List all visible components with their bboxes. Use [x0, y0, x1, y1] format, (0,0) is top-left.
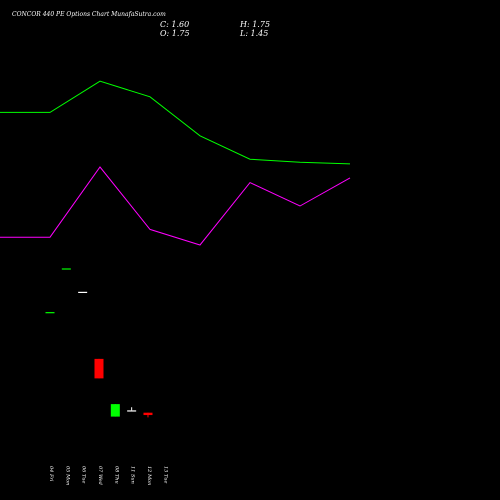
x-axis-ticks: 04 Fri 05 Mon 06 Tue 07 Wed 08 Thu 11 Sun 12 M…: [48, 466, 168, 485]
x-tick-label: 13 Tue: [162, 466, 168, 484]
candle-body: [127, 410, 137, 412]
candle-layer: [45, 268, 153, 418]
x-tick-label: 06 Tue: [81, 466, 87, 484]
x-tick-label: 07 Wed: [97, 466, 103, 485]
candle: [78, 291, 88, 293]
candle-body: [143, 412, 153, 416]
series-layer: [0, 80, 351, 246]
candle-body: [78, 291, 88, 293]
x-tick-label: 08 Thu: [113, 466, 119, 484]
candle: [61, 268, 71, 270]
candle-body: [94, 358, 104, 379]
candle: [45, 312, 55, 314]
series-line-1: [0, 80, 351, 165]
close-readout: C: 1.60: [160, 20, 189, 29]
x-tick-label: 05 Mon: [64, 466, 70, 485]
candle-body: [45, 312, 55, 314]
open-readout: O: 1.75: [160, 29, 190, 38]
candle: [94, 358, 104, 379]
candle-body: [110, 404, 120, 417]
low-readout: L: 1.45: [239, 29, 268, 38]
series-line-2: [0, 166, 351, 246]
candle: [110, 404, 120, 417]
x-tick-label: 04 Fri: [48, 466, 54, 482]
candle-body: [61, 268, 71, 270]
chart-title: CONCOR 440 PE Options Chart MunafaSutra.…: [12, 11, 166, 18]
x-tick-label: 12 Mon: [146, 466, 152, 485]
high-readout: H: 1.75: [239, 20, 270, 29]
candle: [143, 412, 153, 418]
candle: [127, 407, 137, 412]
x-tick-label: 11 Sun: [130, 466, 136, 484]
